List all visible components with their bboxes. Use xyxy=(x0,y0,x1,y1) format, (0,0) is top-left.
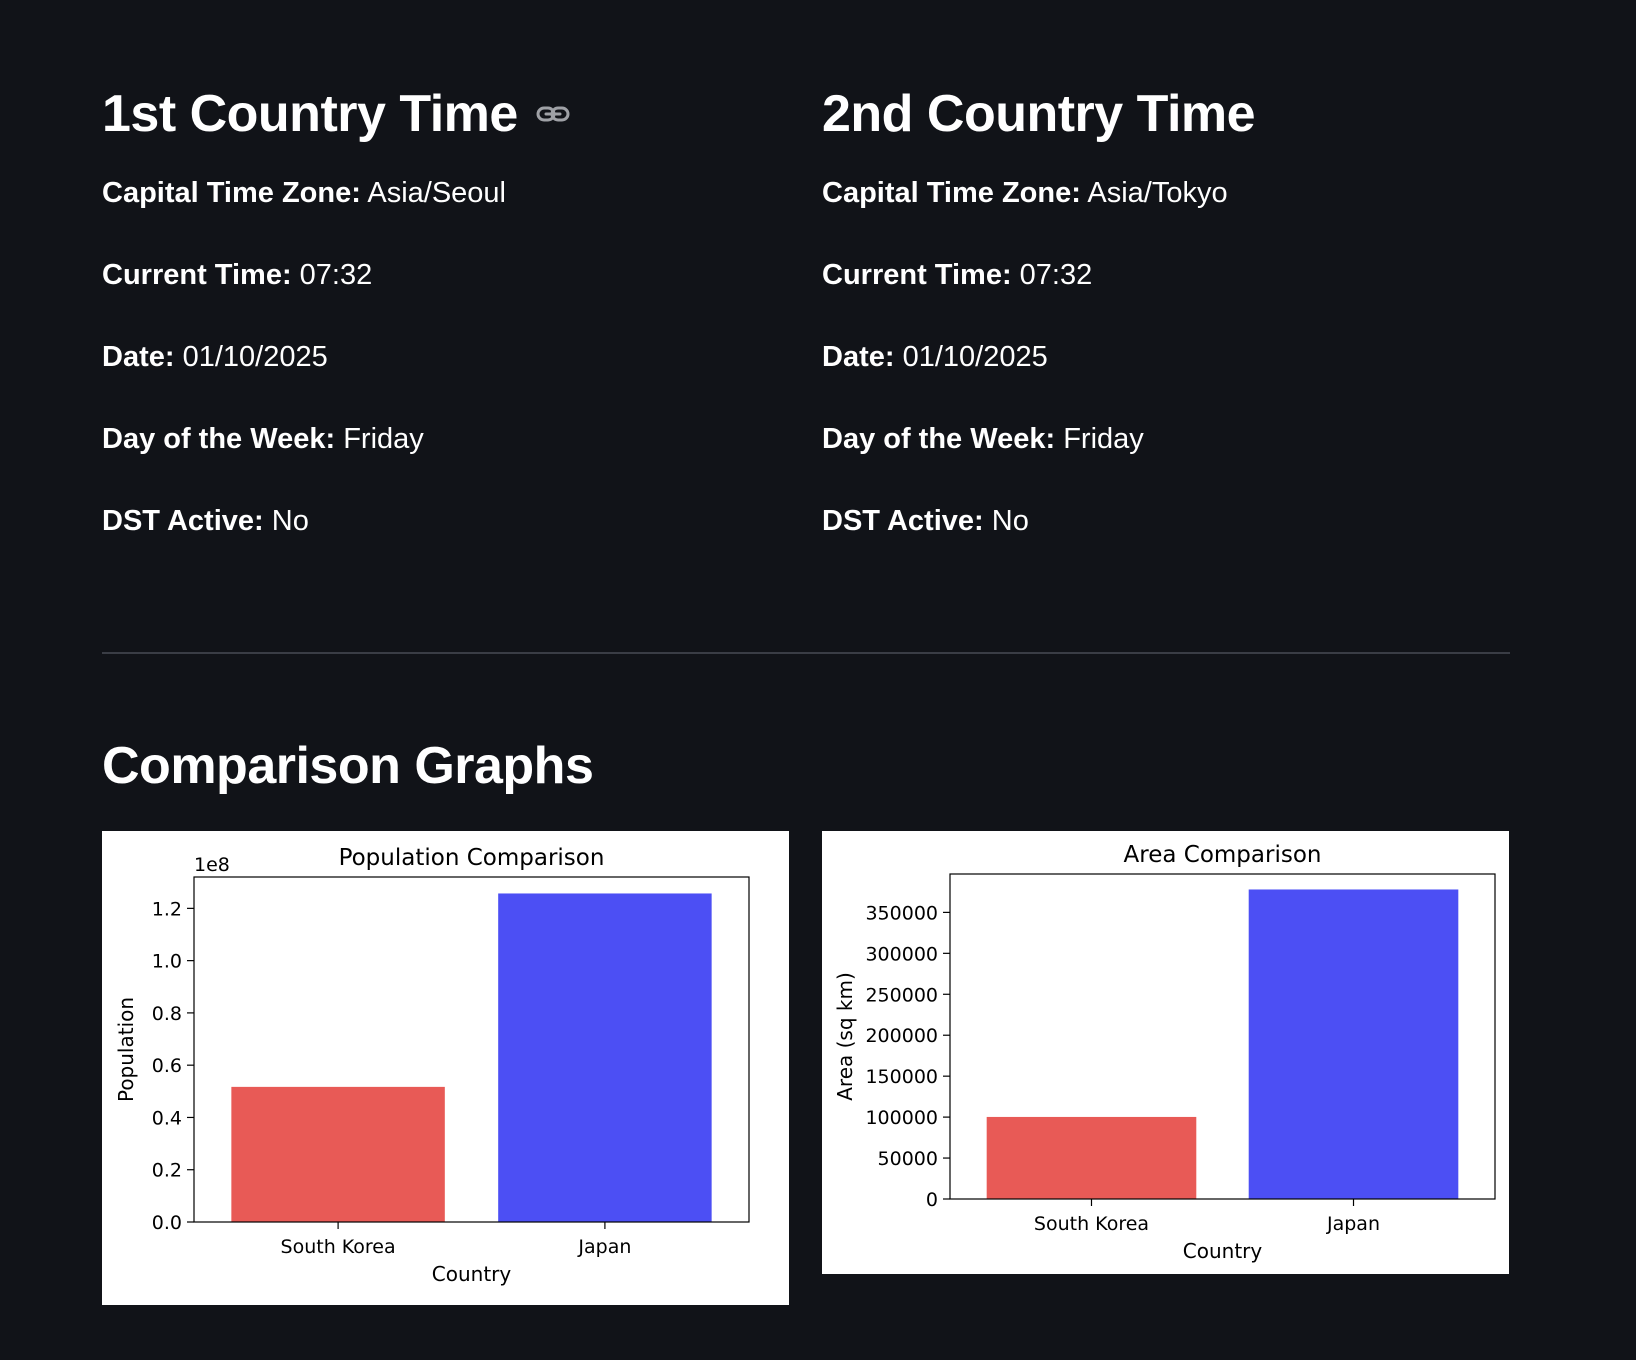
y-axis-label: Population xyxy=(114,997,138,1102)
y-tick-label: 0.6 xyxy=(152,1055,182,1077)
area-chart-svg: 0 50000 100000 150000 200000 250000 300000 3500… xyxy=(833,842,1496,1263)
plot-frame xyxy=(949,873,1496,1200)
country1-info-list: Capital Time Zone: Asia/Seoul Current Ti… xyxy=(102,174,762,540)
y-tick-label: 150000 xyxy=(865,1066,938,1088)
info-value: Friday xyxy=(1063,423,1144,455)
x-tick-label: South Korea xyxy=(1034,1213,1149,1235)
country1-heading-text: 1st Country Time xyxy=(102,85,518,143)
info-row-day-of-week: Day of the Week: Friday xyxy=(102,420,762,458)
info-row-date: Date: 01/10/2025 xyxy=(102,338,762,376)
y-tick-label: 0.4 xyxy=(152,1107,182,1129)
y-tick-label: 200000 xyxy=(865,1025,938,1047)
link-icon[interactable] xyxy=(536,104,570,124)
x-tick-label: Japan xyxy=(1326,1213,1380,1235)
info-value: 01/10/2025 xyxy=(182,341,328,373)
info-label: Day of the Week: xyxy=(822,423,1056,455)
info-label: Day of the Week: xyxy=(102,423,336,455)
x-tick-label: Japan xyxy=(577,1236,631,1258)
y-tick-label: 100000 xyxy=(865,1107,938,1129)
info-row-timezone: Capital Time Zone: Asia/Tokyo xyxy=(822,174,1482,212)
x-tick-label: South Korea xyxy=(281,1236,396,1258)
population-chart-svg: 0.0 0.2 0.4 0.6 0.8 1.0 1.2 South Korea Japan Pop… xyxy=(114,845,750,1286)
info-value: Asia/Tokyo xyxy=(1087,177,1228,209)
country2-panel: 2nd Country Time Capital Time Zone: Asia… xyxy=(822,78,1482,540)
info-value: Friday xyxy=(343,423,424,455)
info-row-current-time: Current Time: 07:32 xyxy=(822,256,1482,294)
chart-title: Population Comparison xyxy=(339,845,605,871)
chart-title: Area Comparison xyxy=(1124,842,1322,868)
country2-info-list: Capital Time Zone: Asia/Tokyo Current Ti… xyxy=(822,174,1482,540)
y-tick-label: 0 xyxy=(926,1189,938,1211)
population-chart: 0.0 0.2 0.4 0.6 0.8 1.0 1.2 South Korea Japan Pop… xyxy=(102,831,789,1305)
y-tick-label: 50000 xyxy=(878,1148,938,1170)
info-value: Asia/Seoul xyxy=(367,177,507,209)
x-axis-label: Country xyxy=(1183,1239,1263,1263)
y-axis-label: Area (sq km) xyxy=(833,972,857,1101)
country2-heading-text: 2nd Country Time xyxy=(822,85,1256,143)
country1-heading: 1st Country Time xyxy=(102,78,762,150)
y-tick-label: 0.2 xyxy=(152,1160,182,1182)
plot-frame xyxy=(193,876,750,1223)
info-label: DST Active: xyxy=(102,505,264,537)
info-value: 01/10/2025 xyxy=(902,341,1048,373)
info-label: Capital Time Zone: xyxy=(102,177,361,209)
info-row-day-of-week: Day of the Week: Friday xyxy=(822,420,1482,458)
info-row-date: Date: 01/10/2025 xyxy=(822,338,1482,376)
bar-japan xyxy=(1248,889,1459,1199)
info-row-timezone: Capital Time Zone: Asia/Seoul xyxy=(102,174,762,212)
info-label: Date: xyxy=(822,341,895,373)
info-value: 07:32 xyxy=(299,259,373,291)
y-tick-label: 0.8 xyxy=(152,1003,182,1025)
info-label: Current Time: xyxy=(822,259,1012,291)
info-label: Date: xyxy=(102,341,175,373)
area-chart: 0 50000 100000 150000 200000 250000 300000 3500… xyxy=(822,831,1509,1274)
bar-south-korea xyxy=(986,1116,1197,1199)
y-tick-label: 1.0 xyxy=(152,951,182,973)
info-row-current-time: Current Time: 07:32 xyxy=(102,256,762,294)
bar-south-korea xyxy=(231,1086,445,1222)
bar-japan xyxy=(498,893,712,1222)
info-row-dst: DST Active: No xyxy=(822,502,1482,540)
info-label: Current Time: xyxy=(102,259,292,291)
y-tick-label: 0.0 xyxy=(152,1212,182,1234)
info-value: No xyxy=(991,505,1029,537)
info-label: DST Active: xyxy=(822,505,984,537)
y-tick-label: 350000 xyxy=(865,902,938,924)
link-icon-svg xyxy=(536,106,570,122)
country1-panel: 1st Country Time Capital Time Zone: Asia… xyxy=(102,78,762,540)
y-tick-label: 1.2 xyxy=(152,898,182,920)
comparison-heading: Comparison Graphs xyxy=(102,737,594,795)
section-divider xyxy=(102,652,1510,654)
axis-offset-label: 1e8 xyxy=(194,854,230,876)
country2-heading: 2nd Country Time xyxy=(822,78,1482,150)
info-label: Capital Time Zone: xyxy=(822,177,1081,209)
info-value: 07:32 xyxy=(1019,259,1093,291)
y-tick-label: 300000 xyxy=(865,943,938,965)
info-row-dst: DST Active: No xyxy=(102,502,762,540)
y-tick-label: 250000 xyxy=(865,984,938,1006)
x-axis-label: Country xyxy=(432,1262,512,1286)
info-value: No xyxy=(271,505,309,537)
